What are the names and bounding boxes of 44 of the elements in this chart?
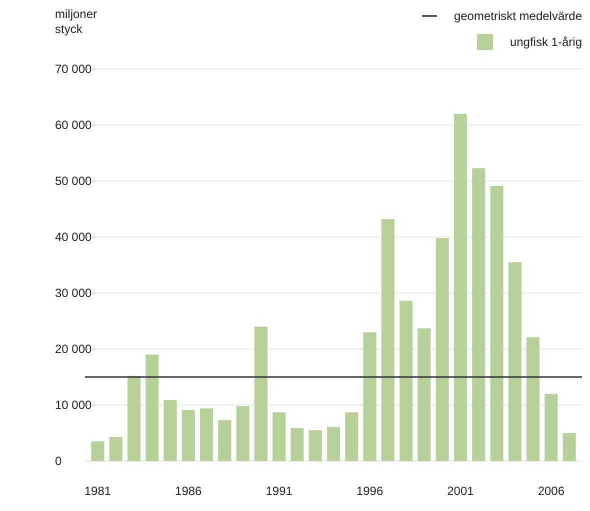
bar	[308, 430, 322, 461]
bar	[508, 262, 522, 461]
y-tick-label: 60 000	[55, 118, 92, 132]
bar	[91, 441, 104, 461]
bar	[436, 238, 449, 461]
bar	[127, 376, 141, 461]
legend-label: geometriskt medelvärde	[454, 9, 582, 24]
x-tick-label: 1981	[84, 484, 112, 498]
x-tick-label: 1996	[356, 484, 384, 498]
y-tick-label: 40 000	[55, 230, 92, 244]
y-tick-label: 20 000	[55, 342, 92, 356]
bar	[418, 328, 431, 461]
bar	[490, 186, 504, 461]
y-axis-title: miljoner styck	[55, 7, 98, 36]
x-tick-label: 2001	[447, 484, 474, 498]
y-tick-label: 30 000	[55, 286, 92, 300]
bar	[164, 400, 177, 461]
bar	[254, 326, 268, 461]
y-tick-label: 50 000	[55, 174, 92, 188]
bar	[472, 168, 486, 461]
bar	[363, 332, 376, 461]
bar	[236, 406, 250, 461]
bar	[290, 428, 304, 461]
bar	[526, 337, 540, 461]
bar	[454, 114, 467, 461]
x-tick-label: 2006	[538, 484, 565, 498]
y-tick-label: 0	[55, 454, 62, 468]
bar	[109, 436, 122, 461]
bar	[544, 394, 558, 461]
x-tick-label: 1986	[175, 484, 202, 498]
x-tick-label: 1991	[266, 484, 293, 498]
bar	[345, 412, 358, 461]
bar	[182, 410, 195, 461]
y-tick-label: 10 000	[55, 398, 92, 412]
bar	[146, 354, 159, 461]
bar	[381, 219, 394, 461]
bar	[272, 412, 286, 461]
bar	[400, 300, 413, 461]
y-tick-label: 70 000	[55, 62, 92, 76]
bar	[562, 433, 576, 461]
bar	[218, 420, 232, 461]
bar	[326, 426, 340, 461]
legend-label: ungfisk 1-årig	[510, 35, 582, 50]
bar	[200, 408, 214, 461]
